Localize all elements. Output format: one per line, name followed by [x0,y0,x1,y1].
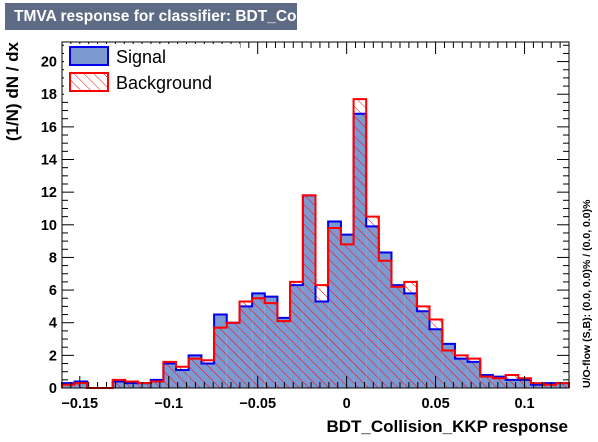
background-bin [214,327,227,388]
background-bin [480,376,493,388]
background-bin [340,244,354,388]
background-bin [112,379,126,388]
x-axis-title: BDT_Collision_KKP response [326,417,568,436]
y-axis-title: (1/N) dN / dx [3,41,22,141]
background-bin [62,384,75,388]
axes: 0 2 4 6 8 10 12 14 16 18 20 −0.15 −0.1 −0.05 0 0.05 0.1 [41,41,570,412]
legend: Signal Background [64,44,240,98]
background-bin [556,383,569,388]
y-tick-label: 16 [41,120,57,136]
background-bin [505,374,519,388]
background-bin [150,381,164,388]
x-tick-label: −0.05 [239,396,276,412]
x-tick-label: 0.1 [514,396,534,412]
background-bin [366,216,379,388]
x-tick-label: −0.15 [61,396,98,412]
background-bin [353,99,367,388]
background-bin [378,260,392,388]
y-tick-label: 2 [49,348,57,364]
legend-signal-swatch [69,46,109,66]
background-bin [125,381,139,388]
background-bin [176,366,189,388]
background-bin [226,322,240,388]
x-tick-label: 0.05 [421,396,449,412]
legend-signal-label: Signal [116,47,166,67]
background-bin [290,281,303,388]
y-tick-label: 14 [41,153,57,169]
background-bin [201,360,215,388]
background-bin [328,228,341,388]
x-tick-label: 0 [343,396,351,412]
background-bin [429,319,443,388]
background-bin [543,384,557,388]
y-tick-label: 6 [49,283,57,299]
plot-area [61,42,570,389]
background-bin [315,285,329,388]
background-bin [442,350,455,388]
background-bin [239,301,253,388]
background-bin [454,355,468,388]
chart-title: TMVA response for classifier: BDT_Collis… [5,3,297,30]
overflow-label: U/O-flow (S,B): (0.0, 0.0)% / (0.0, 0.0)… [581,199,593,388]
y-tick-label: 12 [41,185,57,201]
background-bin [188,358,202,388]
legend-background-label: Background [116,73,212,93]
background-bin [467,358,481,388]
background-bin [252,298,265,388]
background-bin [163,361,177,388]
y-tick-label: 18 [41,87,57,103]
background-bin [264,303,278,388]
y-tick-label: 8 [49,250,57,266]
background-bin [416,306,430,388]
background-bin [277,321,291,388]
plot-frame [61,41,570,389]
y-tick-label: 0 [49,381,57,397]
background-bin [302,195,316,388]
background-bin [391,286,405,388]
y-tick-label: 10 [41,218,57,234]
x-tick-label: −0.1 [154,396,183,412]
y-tick-label: 20 [41,55,57,71]
background-bin [404,281,417,388]
background-bin [74,383,88,388]
legend-background-swatch [69,72,109,92]
y-tick-label: 4 [49,316,57,332]
background-bin [138,383,151,388]
background-bin [492,378,506,388]
